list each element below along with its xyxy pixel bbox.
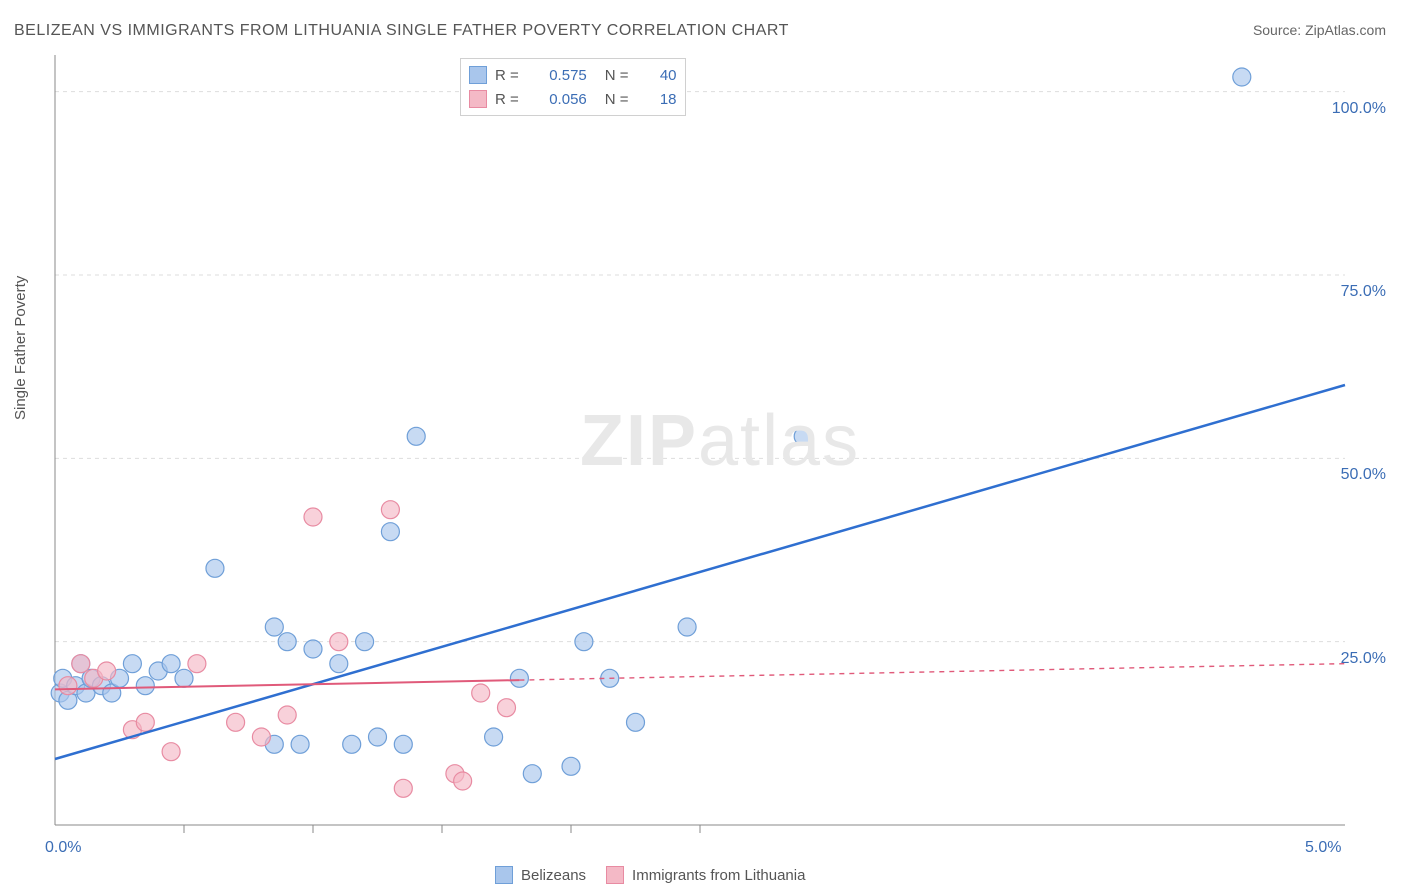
y-tick-label: 100.0% — [1332, 100, 1386, 118]
y-tick-label: 25.0% — [1341, 650, 1386, 668]
data-point — [575, 633, 593, 651]
data-point — [794, 427, 812, 445]
data-point — [136, 713, 154, 731]
data-point — [407, 427, 425, 445]
data-point — [394, 779, 412, 797]
data-point — [381, 523, 399, 541]
series-swatch — [606, 866, 624, 884]
correlation-legend: R = 0.575 N = 40 R = 0.056 N = 18 — [460, 58, 686, 116]
data-point — [175, 669, 193, 687]
trend-line-extrapolated — [519, 664, 1345, 680]
data-point — [454, 772, 472, 790]
data-point — [252, 728, 270, 746]
series-swatch — [469, 66, 487, 84]
legend-item: Immigrants from Lithuania — [606, 866, 805, 884]
correlation-row: R = 0.575 N = 40 — [469, 63, 677, 87]
data-point — [206, 559, 224, 577]
data-point — [227, 713, 245, 731]
data-point — [162, 655, 180, 673]
x-tick-label: 0.0% — [45, 839, 81, 857]
data-point — [394, 735, 412, 753]
legend-label: Belizeans — [521, 867, 586, 884]
data-point — [330, 655, 348, 673]
data-point — [562, 757, 580, 775]
r-label: R = — [495, 91, 519, 108]
scatter-plot — [0, 0, 1406, 892]
data-point — [59, 677, 77, 695]
data-point — [304, 640, 322, 658]
x-tick-label: 5.0% — [1305, 839, 1341, 857]
data-point — [265, 618, 283, 636]
data-point — [485, 728, 503, 746]
data-point — [123, 655, 141, 673]
legend-label: Immigrants from Lithuania — [632, 867, 805, 884]
data-point — [472, 684, 490, 702]
data-point — [381, 501, 399, 519]
data-point — [330, 633, 348, 651]
n-value: 40 — [637, 67, 677, 84]
data-point — [278, 706, 296, 724]
r-value: 0.575 — [527, 67, 587, 84]
n-label: N = — [605, 91, 629, 108]
data-point — [523, 765, 541, 783]
n-value: 18 — [637, 91, 677, 108]
data-point — [188, 655, 206, 673]
data-point — [369, 728, 387, 746]
series-legend: Belizeans Immigrants from Lithuania — [495, 866, 805, 884]
data-point — [343, 735, 361, 753]
data-point — [162, 743, 180, 761]
series-swatch — [469, 90, 487, 108]
data-point — [72, 655, 90, 673]
correlation-row: R = 0.056 N = 18 — [469, 87, 677, 111]
trend-line — [55, 385, 1345, 759]
data-point — [304, 508, 322, 526]
data-point — [278, 633, 296, 651]
r-label: R = — [495, 67, 519, 84]
legend-item: Belizeans — [495, 866, 586, 884]
data-point — [627, 713, 645, 731]
data-point — [498, 699, 516, 717]
series-swatch — [495, 866, 513, 884]
data-point — [510, 669, 528, 687]
n-label: N = — [605, 67, 629, 84]
r-value: 0.056 — [527, 91, 587, 108]
y-tick-label: 75.0% — [1341, 283, 1386, 301]
y-tick-label: 50.0% — [1341, 466, 1386, 484]
data-point — [98, 662, 116, 680]
data-point — [291, 735, 309, 753]
data-point — [356, 633, 374, 651]
data-point — [136, 677, 154, 695]
data-point — [678, 618, 696, 636]
data-point — [1233, 68, 1251, 86]
